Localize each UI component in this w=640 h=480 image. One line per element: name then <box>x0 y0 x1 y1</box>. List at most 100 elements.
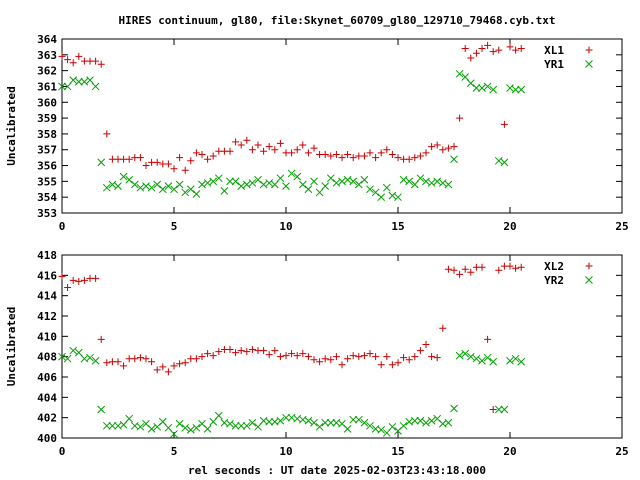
data-point-XL1 <box>64 56 72 64</box>
data-point-YR2 <box>427 416 436 425</box>
data-point-XL2 <box>148 358 156 366</box>
data-point-YR1 <box>125 175 134 184</box>
data-point-YR1 <box>466 79 475 88</box>
data-point-XL2 <box>512 264 520 272</box>
data-point-YR1 <box>108 180 117 189</box>
data-point-YR1 <box>175 180 184 189</box>
series-XL2 <box>58 262 525 414</box>
data-point-YR1 <box>489 85 498 94</box>
x-tick-label: 25 <box>615 445 628 458</box>
x-axis-label: rel seconds : UT date 2025-02-03T23:43:1… <box>188 464 486 477</box>
data-point-XL1 <box>125 155 133 163</box>
data-point-XL1 <box>456 114 464 122</box>
data-point-YR2 <box>500 405 509 414</box>
data-point-YR2 <box>422 418 430 427</box>
data-point-YR1 <box>130 180 139 189</box>
data-point-XL1 <box>170 165 178 173</box>
x-tick-label: 5 <box>171 445 178 458</box>
data-point-XL1 <box>472 49 480 57</box>
data-point-XL1 <box>360 152 368 160</box>
data-point-XL1 <box>97 60 105 68</box>
data-point-XL2 <box>142 355 150 363</box>
data-point-YR2 <box>242 421 251 430</box>
data-point-YR2 <box>125 414 134 423</box>
data-point-YR2 <box>186 426 195 434</box>
data-point-YR1 <box>349 177 358 186</box>
data-point-XL2 <box>422 340 430 348</box>
data-point-YR2 <box>494 405 503 414</box>
data-point-XL2 <box>92 274 100 282</box>
data-point-XL1 <box>288 149 296 157</box>
data-point-XL2 <box>355 353 363 361</box>
data-point-YR1 <box>472 84 481 92</box>
data-point-YR1 <box>136 183 145 192</box>
data-point-YR2 <box>214 411 223 420</box>
data-point-XL1 <box>338 154 346 162</box>
data-point-XL1 <box>512 46 520 54</box>
y-tick-label: 402 <box>37 412 57 425</box>
data-point-YR1 <box>399 175 408 184</box>
data-point-YR2 <box>310 418 318 427</box>
y-tick-label: 363 <box>37 49 57 62</box>
data-point-YR2 <box>170 430 178 438</box>
data-point-XL2 <box>209 352 217 360</box>
data-point-XL2 <box>159 363 167 371</box>
data-point-YR1 <box>186 185 195 194</box>
data-point-XL1 <box>500 120 508 128</box>
data-point-XL1 <box>209 152 217 160</box>
y-tick-label: 416 <box>37 269 57 282</box>
y-tick-label: 359 <box>37 112 57 125</box>
legend-label-YR1: YR1 <box>544 58 564 71</box>
data-point-YR1 <box>214 174 223 183</box>
data-point-YR1 <box>259 180 268 189</box>
data-point-YR1 <box>270 180 279 189</box>
data-point-XL2 <box>388 361 396 369</box>
data-point-YR1 <box>220 187 229 195</box>
data-point-XL1 <box>92 57 100 65</box>
data-point-YR2 <box>231 421 240 430</box>
data-point-XL2 <box>495 266 503 274</box>
data-point-XL1 <box>428 143 436 151</box>
x-tick-label: 10 <box>279 220 292 233</box>
data-point-YR2 <box>248 418 257 427</box>
data-point-YR2 <box>455 351 464 360</box>
data-point-YR2 <box>63 354 72 363</box>
data-point-XL2 <box>332 353 340 361</box>
data-point-YR1 <box>119 172 128 181</box>
data-point-YR2 <box>147 424 156 433</box>
data-point-YR1 <box>231 177 240 186</box>
data-point-XL2 <box>377 361 385 369</box>
data-point-XL1 <box>332 150 340 158</box>
data-point-YR2 <box>321 418 330 427</box>
data-point-XL1 <box>372 154 380 162</box>
data-point-XL2 <box>439 324 447 332</box>
data-point-XL2 <box>484 335 492 343</box>
data-point-XL2 <box>232 349 240 357</box>
data-point-YR2 <box>377 426 386 434</box>
data-point-XL1 <box>517 44 525 52</box>
data-point-XL2 <box>58 272 66 280</box>
x-tick-label: 10 <box>279 445 292 458</box>
data-point-YR1 <box>332 179 341 187</box>
data-point-YR1 <box>321 182 330 190</box>
data-point-YR1 <box>360 175 369 184</box>
data-point-YR1 <box>377 193 386 202</box>
y-tick-label: 356 <box>37 160 57 173</box>
data-point-XL1 <box>461 44 469 52</box>
data-point-YR1 <box>506 84 514 92</box>
data-point-YR1 <box>511 85 520 94</box>
y-tick-label: 404 <box>37 391 57 404</box>
data-point-XL2 <box>75 277 83 285</box>
data-point-YR2 <box>91 356 100 365</box>
series-YR1 <box>58 69 526 202</box>
data-point-XL2 <box>204 350 212 358</box>
data-point-XL2 <box>192 355 200 363</box>
data-point-YR1 <box>102 183 111 192</box>
data-point-YR1 <box>354 180 363 189</box>
data-point-YR1 <box>114 182 122 190</box>
y-tick-label: 361 <box>37 80 57 93</box>
data-point-YR1 <box>226 177 234 186</box>
chart-title: HIRES continuum, gl80, file:Skynet_60709… <box>118 14 555 27</box>
data-point-YR2 <box>410 416 419 425</box>
